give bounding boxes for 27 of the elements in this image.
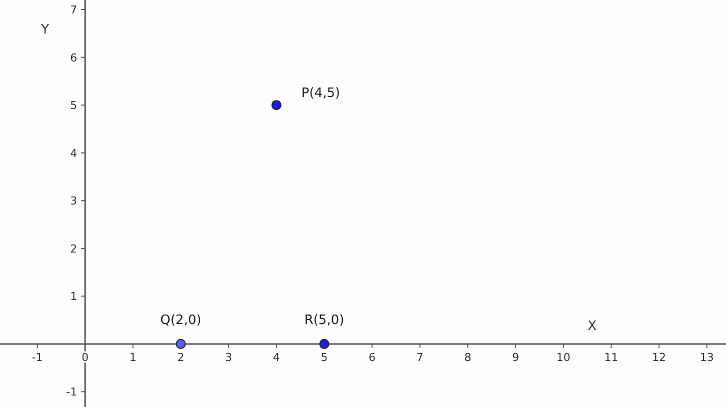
- x-tick-label: 3: [225, 350, 232, 364]
- y-tick-label: 1: [70, 290, 78, 304]
- x-tick-label: 10: [556, 350, 570, 364]
- x-tick-label: 9: [512, 350, 520, 364]
- x-tick-label: 6: [368, 350, 376, 364]
- y-tick-label: 2: [70, 242, 78, 256]
- y-tick-label: 5: [70, 99, 78, 112]
- x-tick-label: 5: [320, 350, 328, 364]
- x-tick-label: 12: [652, 350, 666, 364]
- x-tick-label: 7: [416, 350, 424, 364]
- y-tick-label: 7: [70, 4, 78, 17]
- y-tick-label: 4: [70, 146, 78, 160]
- x-tick-label: 4: [272, 350, 280, 364]
- y-tick-label: 3: [70, 194, 78, 208]
- x-tick-label: 8: [464, 350, 472, 364]
- annotation: Q(2,0): [160, 312, 202, 328]
- x-tick-label: 1: [129, 350, 136, 364]
- x-tick-label: 13: [700, 350, 714, 364]
- x-tick-label: 11: [604, 350, 618, 364]
- y-tick-label: 6: [70, 51, 78, 64]
- x-tick-label: -1: [32, 350, 43, 364]
- y-axis-title: Y: [40, 22, 50, 38]
- annotation: P(4,5): [301, 86, 340, 102]
- annotation: R(5,0): [304, 312, 344, 328]
- x-axis-title: X: [588, 318, 597, 334]
- y-tick-label: -1: [66, 386, 78, 399]
- x-tick-label: 2: [177, 350, 184, 364]
